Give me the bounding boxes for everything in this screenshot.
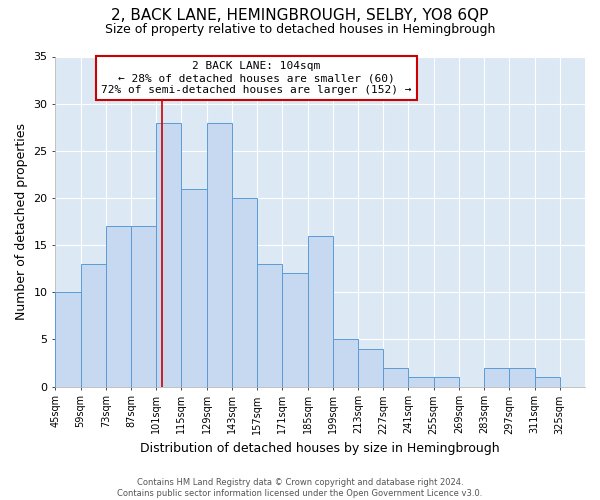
Bar — [434, 377, 459, 386]
Bar — [535, 377, 560, 386]
Bar — [55, 292, 80, 386]
Text: 2, BACK LANE, HEMINGBROUGH, SELBY, YO8 6QP: 2, BACK LANE, HEMINGBROUGH, SELBY, YO8 6… — [112, 8, 488, 22]
X-axis label: Distribution of detached houses by size in Hemingbrough: Distribution of detached houses by size … — [140, 442, 500, 455]
Bar — [106, 226, 131, 386]
Bar — [232, 198, 257, 386]
Bar — [409, 377, 434, 386]
Bar — [206, 122, 232, 386]
Text: Size of property relative to detached houses in Hemingbrough: Size of property relative to detached ho… — [105, 22, 495, 36]
Y-axis label: Number of detached properties: Number of detached properties — [15, 123, 28, 320]
Text: Contains HM Land Registry data © Crown copyright and database right 2024.
Contai: Contains HM Land Registry data © Crown c… — [118, 478, 482, 498]
Bar — [308, 236, 333, 386]
Bar — [156, 122, 181, 386]
Bar — [333, 340, 358, 386]
Bar — [131, 226, 156, 386]
Bar — [80, 264, 106, 386]
Bar — [283, 274, 308, 386]
Bar — [383, 368, 409, 386]
Bar — [484, 368, 509, 386]
Bar — [181, 188, 206, 386]
Bar — [509, 368, 535, 386]
Bar — [358, 349, 383, 387]
Text: 2 BACK LANE: 104sqm
← 28% of detached houses are smaller (60)
72% of semi-detach: 2 BACK LANE: 104sqm ← 28% of detached ho… — [101, 62, 412, 94]
Bar — [257, 264, 283, 386]
